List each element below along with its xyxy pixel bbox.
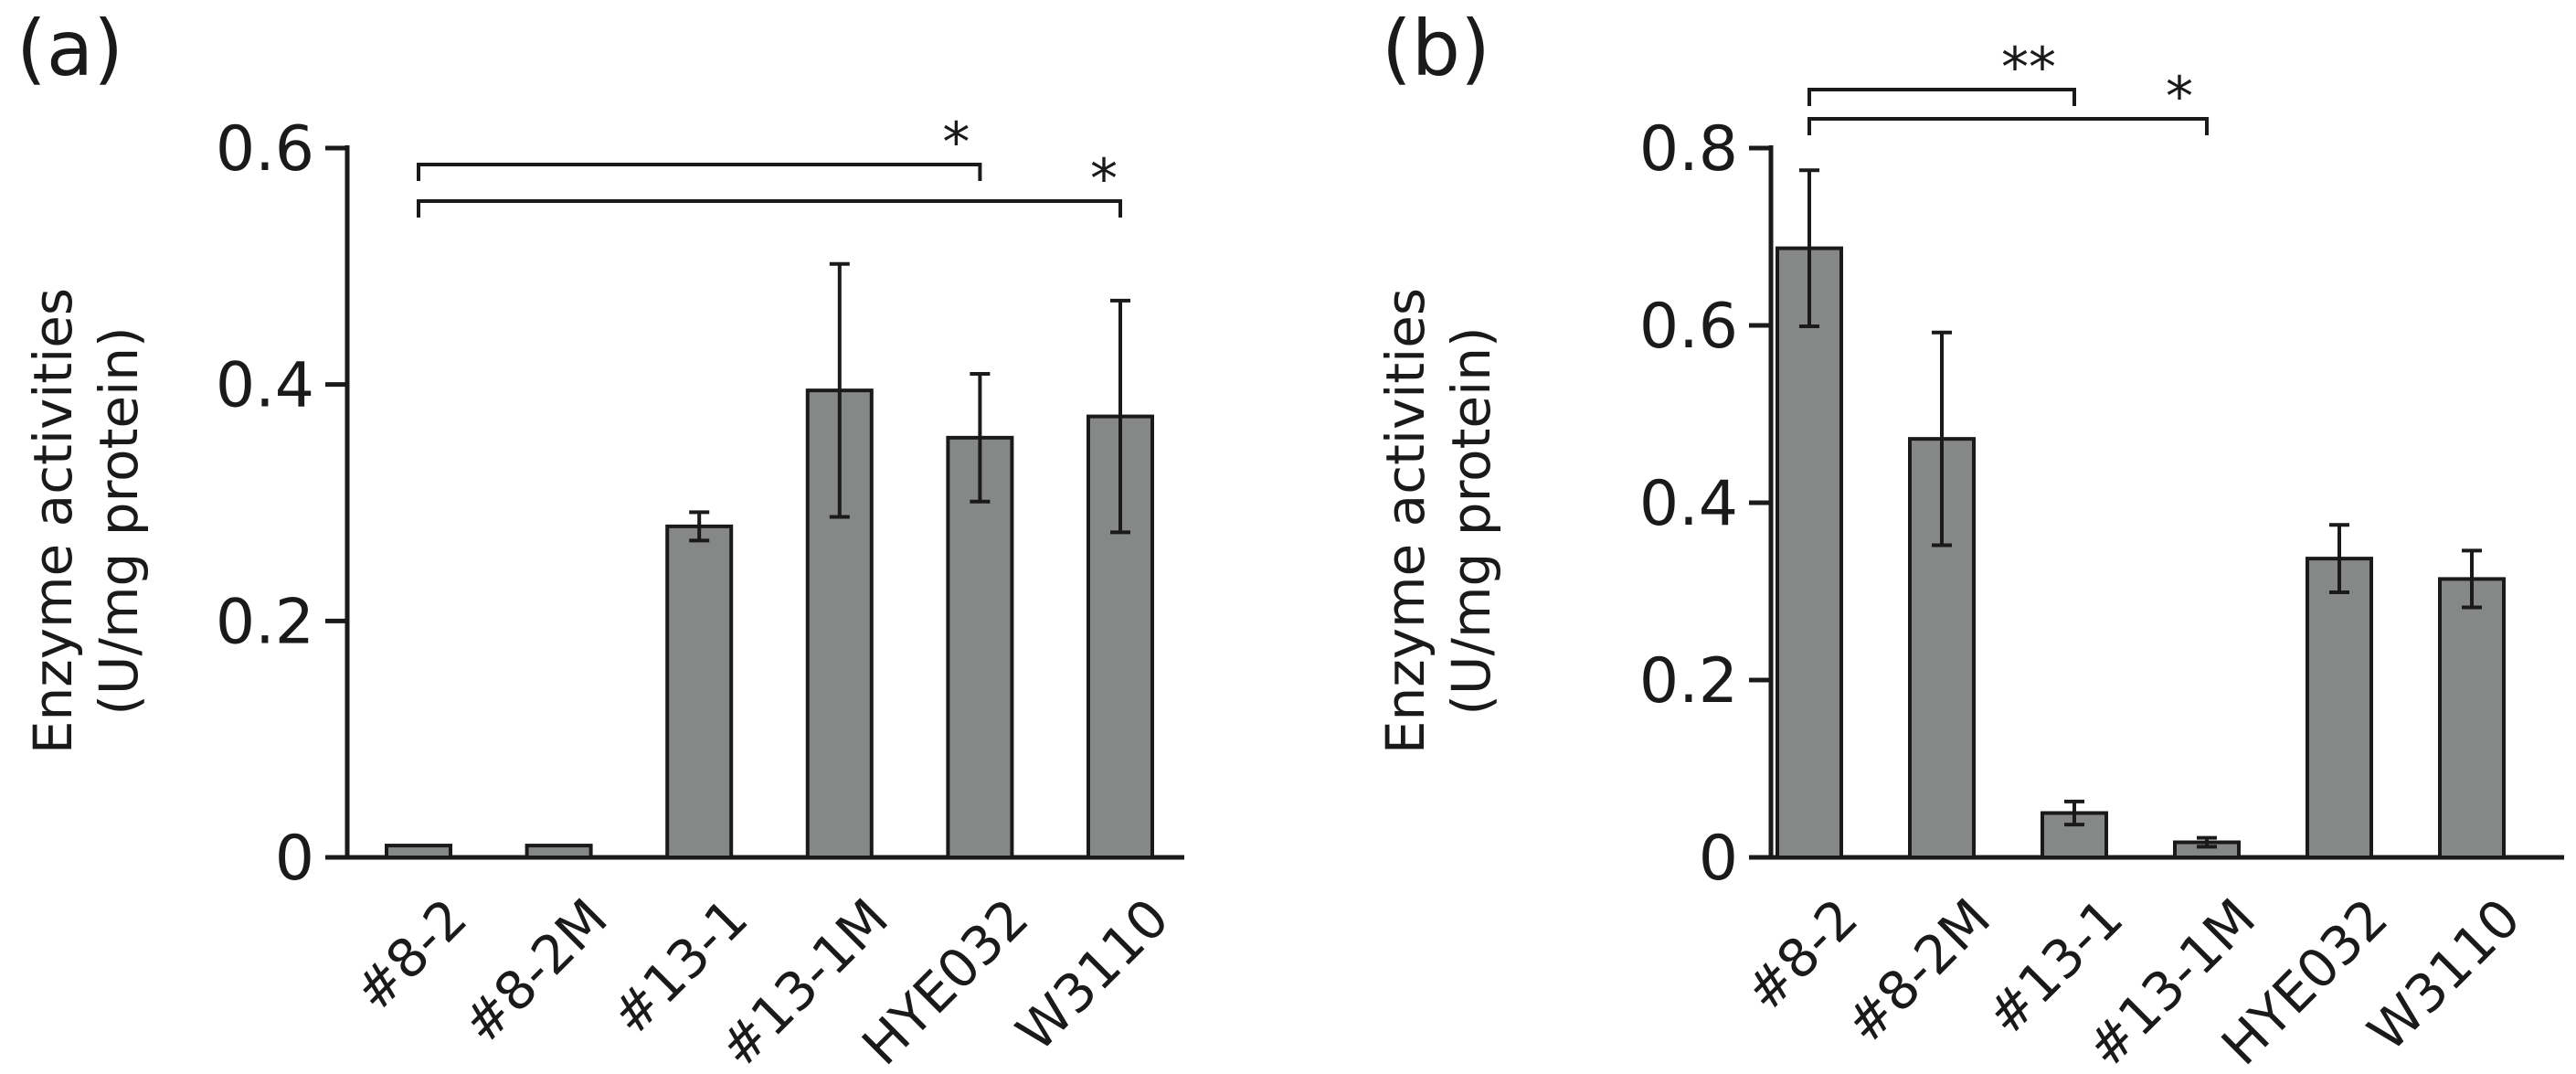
- panel-a-significance-bracket: [417, 199, 1122, 218]
- panel-b-bar: [1776, 246, 1843, 859]
- panel-b-bar: [2438, 577, 2506, 859]
- panel-b-y-tick-label: 0.4: [1639, 468, 1738, 540]
- panel-b-category-label: #8-2M: [1833, 887, 2002, 1056]
- panel-b-y-tick-label: 0: [1699, 823, 1738, 895]
- panel-b-significance-bracket: [1807, 88, 2076, 106]
- panel-b-label: (b): [1382, 4, 1490, 93]
- panel-a-bar: [385, 844, 452, 859]
- panel-b-y-tick-label: 0.8: [1639, 113, 1738, 186]
- panel-a-label: (a): [16, 4, 123, 93]
- panel-b-significance-label: **: [2001, 36, 2056, 100]
- panel-b-y-axis-label-line2: (U/mg protein): [1440, 326, 1502, 715]
- panel-a-category-label: #8-2M: [451, 887, 620, 1056]
- panel-a-category-label: W3110: [1004, 887, 1181, 1063]
- panel-a-significance-label: *: [942, 111, 970, 175]
- panel-a-y-tick-label: 0.6: [216, 113, 314, 186]
- panel-a-y-tick-label: 0.2: [216, 586, 314, 658]
- panel-a-significance-bracket: [417, 163, 982, 181]
- panel-b-y-axis-label-line1: Enzyme activities: [1374, 288, 1436, 754]
- panel-b-y-tick-label: 0.2: [1639, 645, 1738, 718]
- panel-a-bar: [946, 435, 1014, 859]
- panel-a-y-tick-label: 0: [275, 823, 314, 895]
- panel-b-significance-bracket: [1807, 117, 2209, 135]
- panel-a-significance-label: *: [1090, 147, 1118, 211]
- panel-b: (b) 0 0.2 0.4 0.6 0.8 Enzyme activities (U/mg p…: [1374, 4, 2564, 1074]
- panel-b-category-label: W3110: [2356, 887, 2532, 1063]
- panel-b-y-tick-label: 0.6: [1639, 291, 1738, 363]
- panel-b-significance-label: *: [2166, 65, 2193, 129]
- panel-a-y-axis-label-line2: (U/mg protein): [88, 326, 150, 715]
- panel-a-bar: [665, 524, 734, 859]
- panel-a-y-tick-label: 0.4: [216, 350, 314, 422]
- panel-a-bar: [525, 844, 593, 859]
- panel-b-bar: [2306, 557, 2373, 859]
- panel-a: (a) 0 0.2 0.4 0.6 Enzyme activities (U/mg prot…: [16, 4, 1184, 1074]
- panel-a-y-axis-label-line1: Enzyme activities: [22, 288, 84, 754]
